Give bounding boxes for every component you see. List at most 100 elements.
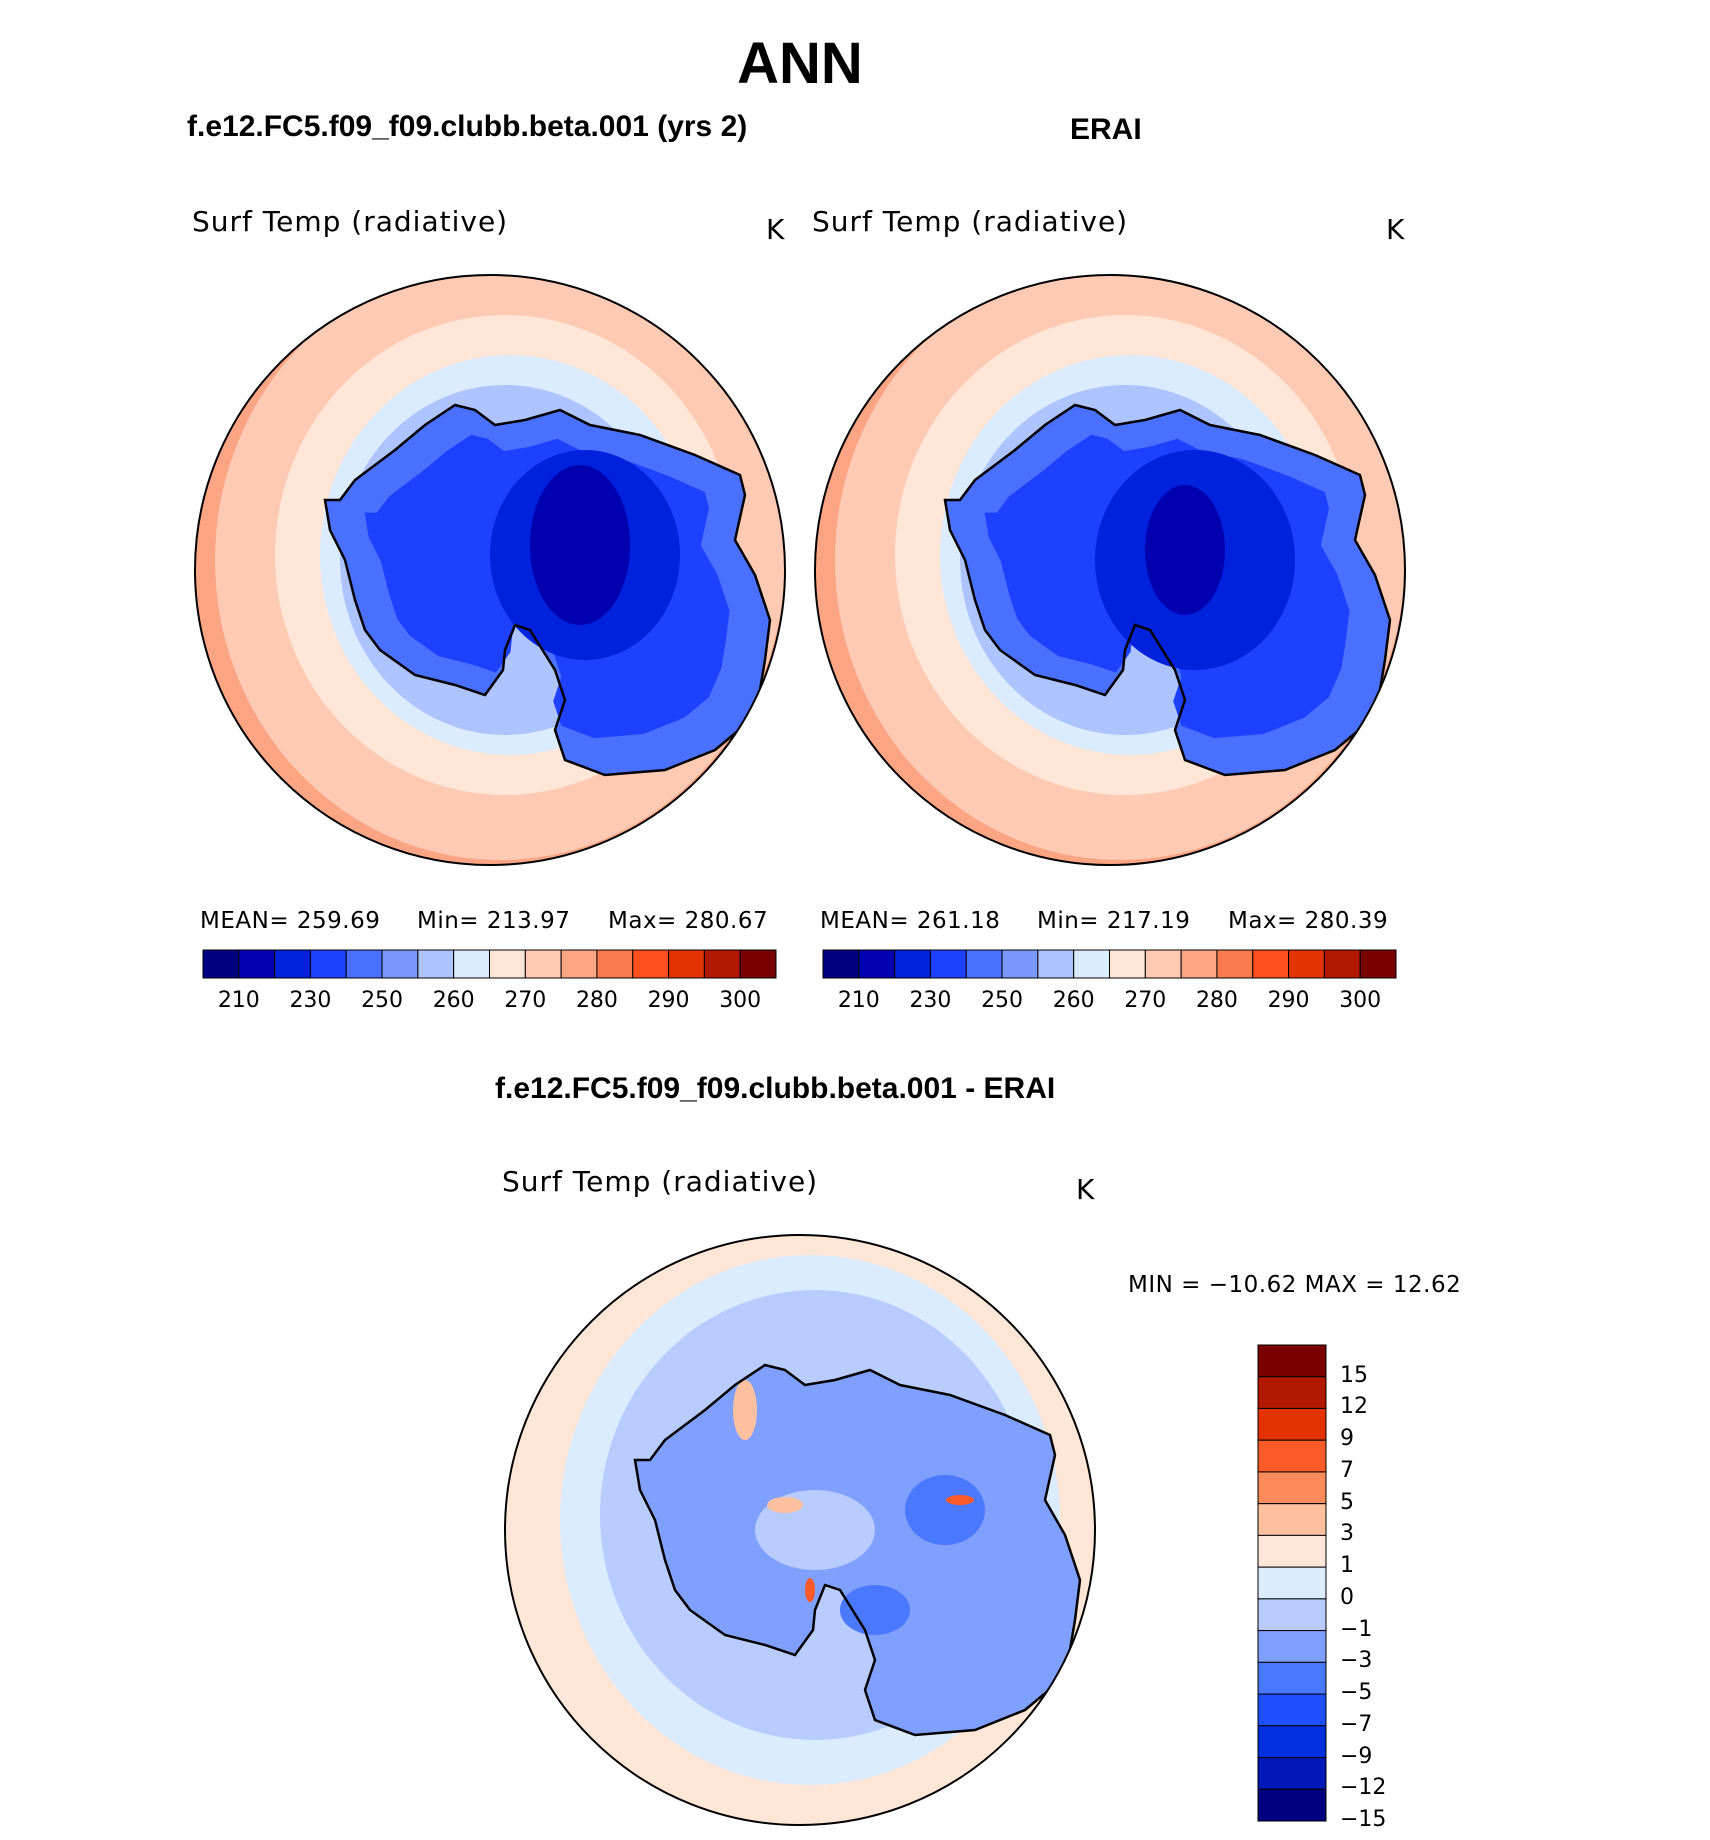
panel2-colorbar-tick-label: 250 xyxy=(981,988,1024,1013)
difference-colorbar-swatch xyxy=(1257,1788,1327,1822)
panel2-colorbar-swatch xyxy=(1073,949,1110,979)
difference-colorbar-tick-label: −15 xyxy=(1340,1807,1387,1832)
panel1-colorbar-swatch xyxy=(417,949,455,979)
difference-colorbar-tick-label: −3 xyxy=(1340,1648,1373,1674)
difference-colorbar-swatch xyxy=(1257,1630,1327,1663)
panel3-map-border xyxy=(504,1234,1096,1826)
panel1-colorbar-swatch xyxy=(202,949,240,979)
difference-colorbar-tick-label: 5 xyxy=(1340,1489,1354,1515)
panel2-colorbar-tick-label: 210 xyxy=(837,988,880,1013)
panel1-colorbar-tick-label: 250 xyxy=(361,988,404,1013)
difference-colorbar-swatch xyxy=(1257,1566,1327,1600)
panel1-colorbar-swatch xyxy=(739,949,777,979)
panel1-colorbar-swatch xyxy=(632,949,670,979)
difference-colorbar-tick-label: −7 xyxy=(1340,1711,1373,1737)
panel2-max-stat: Max= 280.39 xyxy=(1228,908,1389,934)
panel1-mean-stat: MEAN= 259.69 xyxy=(200,908,381,934)
panel1-colorbar-swatch xyxy=(668,949,705,979)
difference-colorbar-tick-label: 7 xyxy=(1340,1457,1354,1483)
difference-colorbar-swatch xyxy=(1257,1439,1327,1473)
difference-colorbar-tick-label: 1 xyxy=(1340,1553,1354,1579)
panel1-colorbar-swatch xyxy=(560,949,598,979)
panel2-colorbar-tick-label: 300 xyxy=(1339,988,1382,1013)
panel1-colorbar-tick-label: 230 xyxy=(289,988,332,1013)
difference-colorbar-swatch xyxy=(1257,1344,1327,1378)
panel2-colorbar-swatch xyxy=(1144,949,1182,979)
panel3-warm-spot-a xyxy=(733,1380,757,1440)
difference-colorbar-swatch xyxy=(1257,1534,1327,1568)
panel2-colorbar-tick-label: 270 xyxy=(1124,988,1167,1013)
difference-colorbar xyxy=(1257,1344,1327,1822)
panel1-colorbar-swatch xyxy=(596,949,634,979)
difference-colorbar-swatch xyxy=(1257,1598,1327,1632)
panel2-colorbar-tick-label: 280 xyxy=(1195,988,1238,1013)
figure-title: ANN xyxy=(737,31,863,96)
panel1-min-stat: Min= 213.97 xyxy=(417,908,571,934)
panel2-colorbar-swatch xyxy=(1180,949,1218,979)
panel2-map-border xyxy=(814,274,1406,866)
panel2-colorbar-tick-label: 260 xyxy=(1052,988,1095,1013)
panel1-max-stat: Max= 280.67 xyxy=(608,908,769,934)
panel3-warm-spot-b xyxy=(767,1497,803,1513)
panel1-unit-label: K xyxy=(766,213,785,246)
panel1-colorbar-tick-label: 290 xyxy=(647,988,690,1013)
panel2-case-title: ERAI xyxy=(1070,113,1142,146)
panel2-colorbar-swatch xyxy=(822,949,860,979)
panel2-colorbar-swatch xyxy=(1288,949,1325,979)
difference-colorbar-swatch xyxy=(1257,1725,1327,1759)
panel1-colorbar-swatch xyxy=(453,949,490,979)
difference-colorbar-tick-label: −5 xyxy=(1340,1680,1373,1706)
panel2-variable-label: Surf Temp (radiative) xyxy=(812,205,1129,238)
panel1-colorbar-tick-label: 270 xyxy=(504,988,547,1013)
panel3-variable-label: Surf Temp (radiative) xyxy=(502,1165,819,1198)
difference-colorbar-tick-label: 12 xyxy=(1340,1394,1368,1420)
panel3-minmax-stat: MIN = −10.62 MAX = 12.62 xyxy=(1128,1272,1462,1298)
panel2-colorbar-swatch xyxy=(1359,949,1397,979)
panel1-colorbar-tick-label: 260 xyxy=(432,988,475,1013)
panel2-colorbar-swatch xyxy=(1323,949,1361,979)
panel2-dome xyxy=(1145,485,1225,615)
panel2-colorbar-swatch xyxy=(1109,949,1146,979)
panel2-colorbar-swatch xyxy=(1216,949,1254,979)
panel1-colorbar-tick-label: 280 xyxy=(575,988,618,1013)
panel2-colorbar-swatch xyxy=(1252,949,1290,979)
panel2-map xyxy=(815,275,1405,865)
difference-colorbar-tick-label: 0 xyxy=(1340,1584,1354,1610)
panel1-case-title: f.e12.FC5.f09_f09.clubb.beta.001 (yrs 2) xyxy=(187,110,748,143)
panel2-min-stat: Min= 217.19 xyxy=(1037,908,1191,934)
panel3-patch-c xyxy=(840,1585,910,1635)
panel2-colorbar-swatch xyxy=(1037,949,1075,979)
panel2-colorbar-swatch xyxy=(965,949,1003,979)
panel1-map-border xyxy=(194,274,786,866)
panel1-colorbar-swatch xyxy=(489,949,526,979)
difference-colorbar-swatch xyxy=(1257,1693,1327,1727)
panel1-variable-label: Surf Temp (radiative) xyxy=(192,205,509,238)
difference-colorbar-swatch xyxy=(1257,1503,1327,1536)
panel1-colorbar-tick-label: 210 xyxy=(217,988,260,1013)
panel2-colorbar-tick-label: 290 xyxy=(1267,988,1310,1013)
panel1-colorbar-swatch xyxy=(274,949,311,979)
panel3-warm-spot-d xyxy=(805,1578,815,1602)
difference-colorbar-tick-label: 9 xyxy=(1340,1426,1354,1452)
panel2-colorbar-swatch xyxy=(929,949,967,979)
panel1-colorbar xyxy=(202,949,777,979)
difference-colorbar-tick-label: 3 xyxy=(1340,1521,1354,1547)
panel3-patch-b xyxy=(905,1475,985,1545)
difference-colorbar-swatch xyxy=(1257,1407,1327,1441)
panel3-unit-label: K xyxy=(1076,1173,1095,1206)
difference-colorbar-tick-label: 15 xyxy=(1340,1362,1368,1388)
panel3-warm-spot-c xyxy=(946,1495,974,1505)
panel2-unit-label: K xyxy=(1386,213,1405,246)
panel1-colorbar-swatch xyxy=(309,949,347,979)
panel2-colorbar-swatch xyxy=(894,949,931,979)
panel2-colorbar-swatch xyxy=(1001,949,1039,979)
panel1-colorbar-swatch xyxy=(703,949,741,979)
panel1-colorbar-swatch xyxy=(238,949,276,979)
panel1-colorbar-swatch xyxy=(524,949,562,979)
panel2-colorbar xyxy=(822,949,1397,979)
panel1-map xyxy=(195,275,785,865)
panel1-colorbar-tick-label: 300 xyxy=(719,988,762,1013)
difference-colorbar-tick-label: −12 xyxy=(1340,1775,1387,1801)
difference-colorbar-tick-label: −1 xyxy=(1340,1616,1373,1642)
